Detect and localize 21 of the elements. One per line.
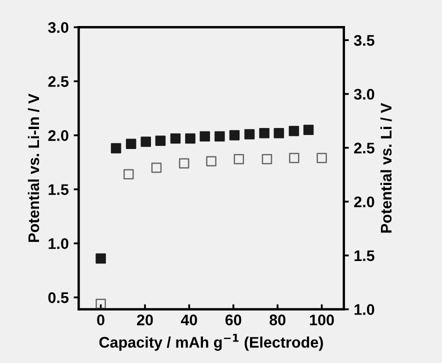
- y-axis-title: Potential vs. Li-In / V: [28, 94, 40, 242]
- y-tick-label: 3.0: [48, 22, 68, 33]
- x-tick-label: 20: [137, 314, 153, 326]
- y-tick-label: 1.0: [48, 238, 68, 250]
- y2-tick-label: 3.5: [354, 35, 374, 46]
- y2-tick-label: 1.5: [354, 250, 374, 262]
- x-tick-label: 0: [97, 314, 104, 326]
- x-tick-label: 80: [270, 314, 286, 326]
- y2-tick-label: 2.0: [354, 196, 374, 208]
- y-tick-label: 2.5: [48, 76, 69, 87]
- x-tick-label: 40: [180, 314, 198, 326]
- y2-tick-label: 1.0: [354, 304, 374, 315]
- y-tick-label: 1.5: [48, 184, 69, 196]
- x-tick-label: 100: [310, 314, 334, 326]
- y2-tick-label: 2.5: [354, 142, 374, 154]
- x-tick-label: 60: [225, 314, 242, 326]
- y2-axis-title: Potential vs. Li / V: [380, 102, 392, 233]
- y-tick-label: 0.5: [48, 292, 69, 304]
- y-tick-label: 2.0: [48, 130, 68, 141]
- y2-tick-label: 3.0: [354, 88, 374, 100]
- x-axis-title: Capacity / mAh g$^{−1}$ (Electrode): [99, 334, 323, 351]
